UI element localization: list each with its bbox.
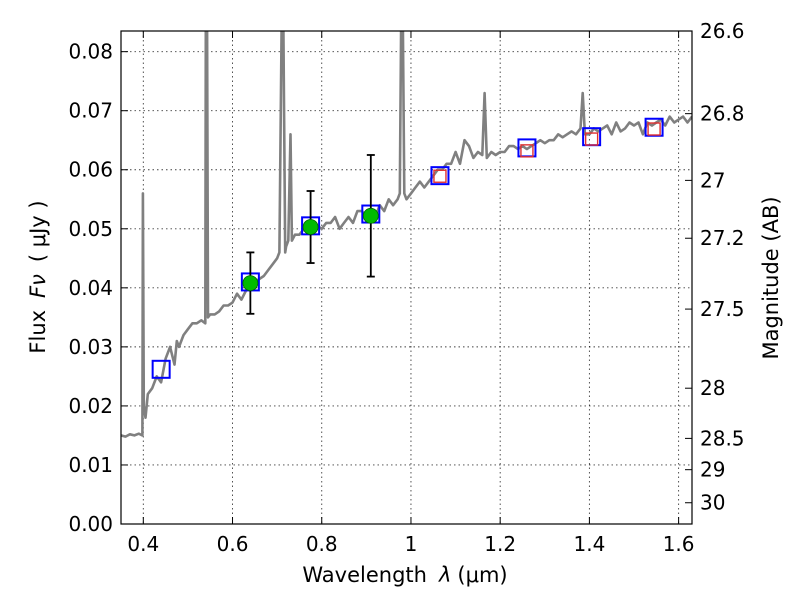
x-tick-label: 1.4 [573, 532, 605, 556]
y2-tick-label: 28.5 [700, 426, 745, 450]
upper-limit-marker [433, 169, 447, 183]
y-tick-label: 0.01 [68, 453, 113, 477]
y-tick-label: 0.02 [68, 394, 113, 418]
y2-tick-label: 27.5 [700, 297, 745, 321]
y-tick-label: 0.04 [68, 276, 113, 300]
y2-tick-label: 26.8 [700, 102, 745, 126]
observed-photometry-point [242, 275, 259, 292]
y-axis-label: FluxFν( μJy ) [26, 200, 50, 353]
y2-tick-label: 30 [700, 491, 725, 515]
x-tick-label: 0.8 [306, 532, 338, 556]
observed-photometry-point [302, 219, 319, 235]
y2-tick-label: 27.2 [700, 226, 745, 250]
y-tick-label: 0.00 [68, 512, 113, 536]
y2-tick-label: 29 [700, 458, 725, 482]
x-tick-label: 1 [405, 532, 418, 556]
y-tick-label: 0.05 [68, 217, 113, 241]
marker-layer [151, 117, 664, 379]
model-photometry-marker [430, 166, 450, 186]
model-photometry-marker [644, 117, 664, 137]
observed-photometry-point [362, 207, 379, 224]
x-tick-label: 0.4 [127, 532, 159, 556]
y2-tick-label: 27 [700, 168, 725, 192]
plot-frame [120, 30, 693, 525]
upper-limit-marker [520, 144, 534, 158]
y2-tick-label: 26.6 [700, 19, 745, 43]
x-tick-label: 0.6 [217, 532, 249, 556]
y-tick-label: 0.07 [68, 99, 113, 123]
grid [121, 31, 692, 525]
upper-limit-marker [584, 132, 599, 146]
y-tick-label: 0.03 [68, 335, 113, 359]
y-tick-label: 0.08 [68, 40, 113, 64]
x-tick-label: 1.2 [484, 532, 516, 556]
model-photometry-marker [151, 359, 171, 379]
y-tick-label: 0.06 [68, 158, 113, 182]
secondary-y-axis-label: Magnitude (AB) [759, 196, 783, 359]
x-axis-label: Wavelength λ (μm) [302, 563, 507, 587]
x-tick-label: 1.6 [663, 532, 695, 556]
y2-tick-label: 28 [700, 376, 725, 400]
axis-ticks [121, 30, 692, 525]
upper-limit-marker [647, 122, 661, 136]
